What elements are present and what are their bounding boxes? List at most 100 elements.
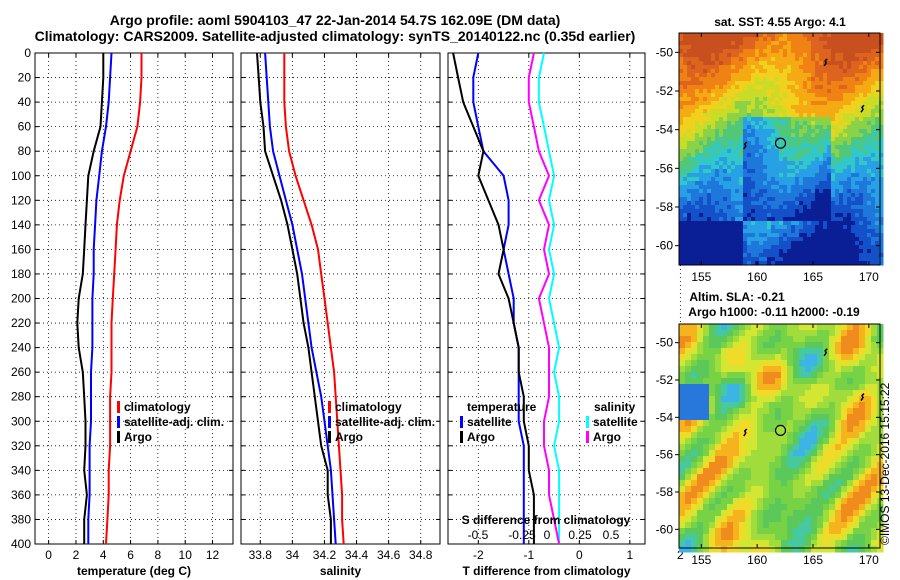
top-tick-label: 0.25 <box>568 528 592 542</box>
sst-map-panel: 155 160 165 170 -50 -52 -54 -56 -58 -60 sat. SST: … <box>656 15 884 284</box>
legend-label: Argo <box>467 430 495 444</box>
x-tick-label: 34.6 <box>377 548 401 562</box>
legend-swatch <box>328 401 331 413</box>
legend-label: climatology <box>335 400 402 414</box>
map-x-tick-label: 170 <box>859 553 879 567</box>
x-tick-label: -1 <box>523 548 534 562</box>
legend-swatch <box>460 431 463 443</box>
y-tick-label: 320 <box>11 439 31 453</box>
sst-field <box>679 33 884 266</box>
map-y-tick-label: -54 <box>656 123 674 137</box>
figure-title-line2: Climatology: CARS2009. Satellite-adjuste… <box>34 28 636 44</box>
x-tick-label: 34.2 <box>313 548 337 562</box>
map-y-tick-label: -56 <box>656 161 674 175</box>
legend-title-salinity: salinity <box>594 400 636 414</box>
x-tick-label: 8 <box>155 548 162 562</box>
float-track <box>860 104 865 113</box>
sla-map-title-line2: Argo h1000: -0.11 h2000: -0.19 <box>688 305 860 319</box>
y-tick-label: 60 <box>18 120 32 134</box>
map-frame <box>678 32 881 266</box>
x-tick-label: 2 <box>73 548 80 562</box>
x-tick-label: 4 <box>100 548 107 562</box>
x-tick-label: -2 <box>473 548 484 562</box>
legend-label: Argo <box>593 430 621 444</box>
x-tick-label: 2 <box>677 548 684 562</box>
series-line-temperature-satellite <box>472 52 525 544</box>
x-tick-label: 10 <box>179 548 193 562</box>
y-tick-label: 0 <box>24 46 31 60</box>
x-axis-label: T difference from climatology <box>462 564 630 578</box>
float-track <box>860 393 865 401</box>
legend-label: Argo <box>335 430 363 444</box>
map-x-tick-label: 170 <box>859 270 879 284</box>
float-track <box>743 141 748 150</box>
float-track <box>823 58 828 67</box>
series-line-climatology <box>283 53 345 545</box>
x-tick-label: 34.8 <box>409 548 433 562</box>
map-y-tick-label: -60 <box>656 239 674 253</box>
map-y-tick-label: -52 <box>656 84 674 98</box>
y-tick-label: 40 <box>18 95 32 109</box>
x-axis-label: salinity <box>320 564 362 578</box>
map-y-tick-label: -58 <box>656 485 674 499</box>
x-tick-label: 1 <box>627 548 634 562</box>
figure-title-line1: Argo profile: aoml 5904103_47 22-Jan-201… <box>109 12 561 28</box>
legend-swatch <box>328 416 331 428</box>
float-track <box>823 348 828 357</box>
x-tick-label: 0 <box>45 548 52 562</box>
map-y-tick-label: -54 <box>656 410 674 424</box>
top-tick-label: 0 <box>544 528 551 542</box>
legend-swatch <box>117 416 120 428</box>
y-tick-label: 140 <box>11 218 31 232</box>
y-tick-label: 360 <box>11 488 31 502</box>
series-line-satellite-adj-clim- <box>87 52 113 544</box>
legend-swatch <box>117 401 120 413</box>
salinity-panel: 33.8 34 34.2 34.4 34.6 34.8 salinity climatolog… <box>240 52 441 578</box>
legend-label: satellite <box>593 415 638 429</box>
map-y-tick-label: -52 <box>656 373 674 387</box>
map-y-tick-label: -56 <box>656 448 674 462</box>
y-tick-label: 200 <box>11 292 31 306</box>
sla-map-panel: 155 160 165 170 -50 -52 -54 -56 -58 -60 Altim. SLA… <box>656 290 884 567</box>
legend-swatch <box>328 431 331 443</box>
series-line-climatology <box>105 53 143 545</box>
y-tick-label: 80 <box>18 144 32 158</box>
series-line-temperature-argo <box>452 52 535 544</box>
argo-position-marker <box>774 137 787 149</box>
map-x-tick-label: 165 <box>803 553 823 567</box>
y-tick-label: 300 <box>11 414 31 428</box>
y-tick-label: 220 <box>11 316 31 330</box>
y-tick-label: 20 <box>18 71 32 85</box>
y-tick-label: 240 <box>11 341 31 355</box>
temperature-panel: 0204060801001201401601802002202402602803… <box>11 46 234 578</box>
x-tick-label: 0 <box>576 548 583 562</box>
legend-label: satellite-adj. clim. <box>335 415 435 429</box>
sla-field <box>679 324 884 553</box>
x-axis-label: temperature (deg C) <box>77 564 191 578</box>
map-x-tick-label: 160 <box>747 553 767 567</box>
series-line-salinity-satellite <box>537 52 561 544</box>
difference-panel: -2 -1 0 1 2 T difference from climatology temp… <box>447 52 684 578</box>
y-tick-label: 180 <box>11 267 31 281</box>
legend-swatch <box>460 416 463 428</box>
series-line-argo <box>256 52 332 544</box>
series-line-argo <box>76 53 105 544</box>
legend-label: Argo <box>124 430 152 444</box>
legend-label: satellite <box>467 415 512 429</box>
imos-watermark: ©IMOS 13-Dec-2016 15:15:22 <box>878 382 892 545</box>
map-x-tick-label: 155 <box>691 553 711 567</box>
legend-swatch <box>117 431 120 443</box>
float-track <box>743 428 748 437</box>
legend-title-temperature: temperature <box>467 400 537 414</box>
y-tick-label: 160 <box>11 242 31 256</box>
top-tick-label: -0.5 <box>468 528 489 542</box>
x-tick-label: 6 <box>127 548 134 562</box>
map-frame <box>678 323 881 549</box>
top-tick-label: -0.25 <box>508 528 536 542</box>
y-tick-label: 120 <box>11 193 31 207</box>
x-tick-label: 33.8 <box>249 548 273 562</box>
legend-swatch <box>586 416 589 428</box>
series-line-salinity-argo <box>527 52 561 545</box>
y-tick-label: 280 <box>11 390 31 404</box>
